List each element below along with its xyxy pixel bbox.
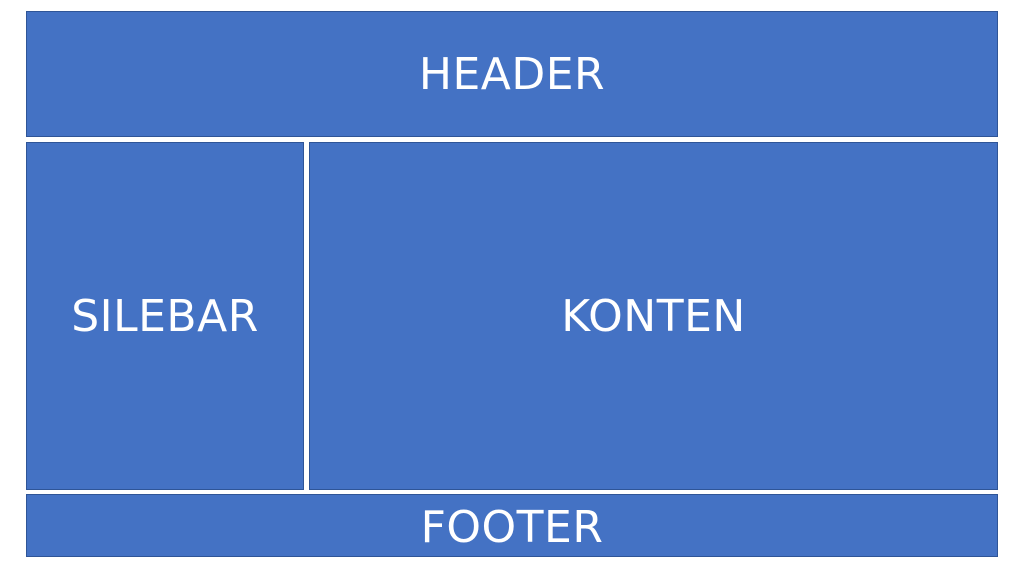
- sidebar-label: SILEBAR: [71, 290, 259, 342]
- footer-block: FOOTER: [26, 494, 998, 557]
- header-block: HEADER: [26, 11, 998, 137]
- footer-label: FOOTER: [420, 502, 604, 553]
- content-label: KONTEN: [561, 290, 746, 342]
- header-label: HEADER: [418, 48, 606, 100]
- sidebar-block: SILEBAR: [26, 142, 304, 490]
- content-block: KONTEN: [309, 142, 998, 490]
